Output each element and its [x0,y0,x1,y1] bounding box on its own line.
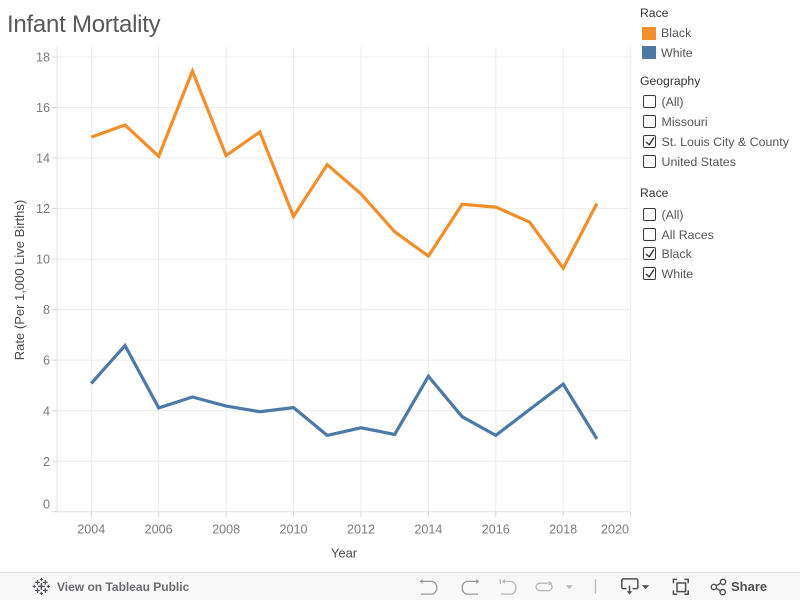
svg-text:16: 16 [36,101,50,115]
svg-text:10: 10 [36,253,50,267]
svg-text:2006: 2006 [145,522,173,536]
svg-text:14: 14 [36,152,50,166]
svg-text:2008: 2008 [212,522,240,536]
svg-text:2: 2 [43,455,50,469]
svg-text:6: 6 [43,354,50,368]
svg-text:2016: 2016 [482,522,510,536]
svg-text:2014: 2014 [414,522,442,536]
svg-text:18: 18 [36,51,50,65]
svg-text:8: 8 [43,303,50,317]
svg-text:Rate (Per 1,000 Live Births): Rate (Per 1,000 Live Births) [12,200,27,360]
svg-text:2010: 2010 [279,522,307,536]
svg-text:2004: 2004 [77,522,105,536]
svg-text:2018: 2018 [549,522,577,536]
svg-text:12: 12 [36,202,50,216]
svg-text:Year: Year [331,546,358,561]
svg-text:0: 0 [43,498,50,512]
svg-text:2012: 2012 [347,522,375,536]
svg-text:2020: 2020 [601,522,629,536]
svg-text:4: 4 [43,404,50,418]
